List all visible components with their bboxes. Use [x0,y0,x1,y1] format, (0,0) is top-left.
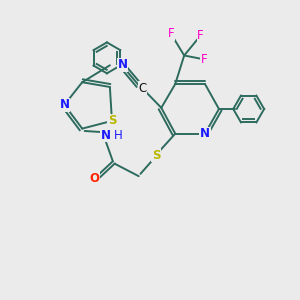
Text: F: F [201,53,207,66]
Text: S: S [108,114,116,128]
Text: H: H [113,129,122,142]
Text: N: N [200,127,210,140]
Text: O: O [89,172,99,185]
Text: S: S [152,149,160,162]
Text: F: F [197,29,204,42]
Text: N: N [59,98,69,111]
Text: N: N [101,129,111,142]
Text: C: C [138,82,146,95]
Text: F: F [167,27,174,40]
Text: N: N [118,58,128,71]
